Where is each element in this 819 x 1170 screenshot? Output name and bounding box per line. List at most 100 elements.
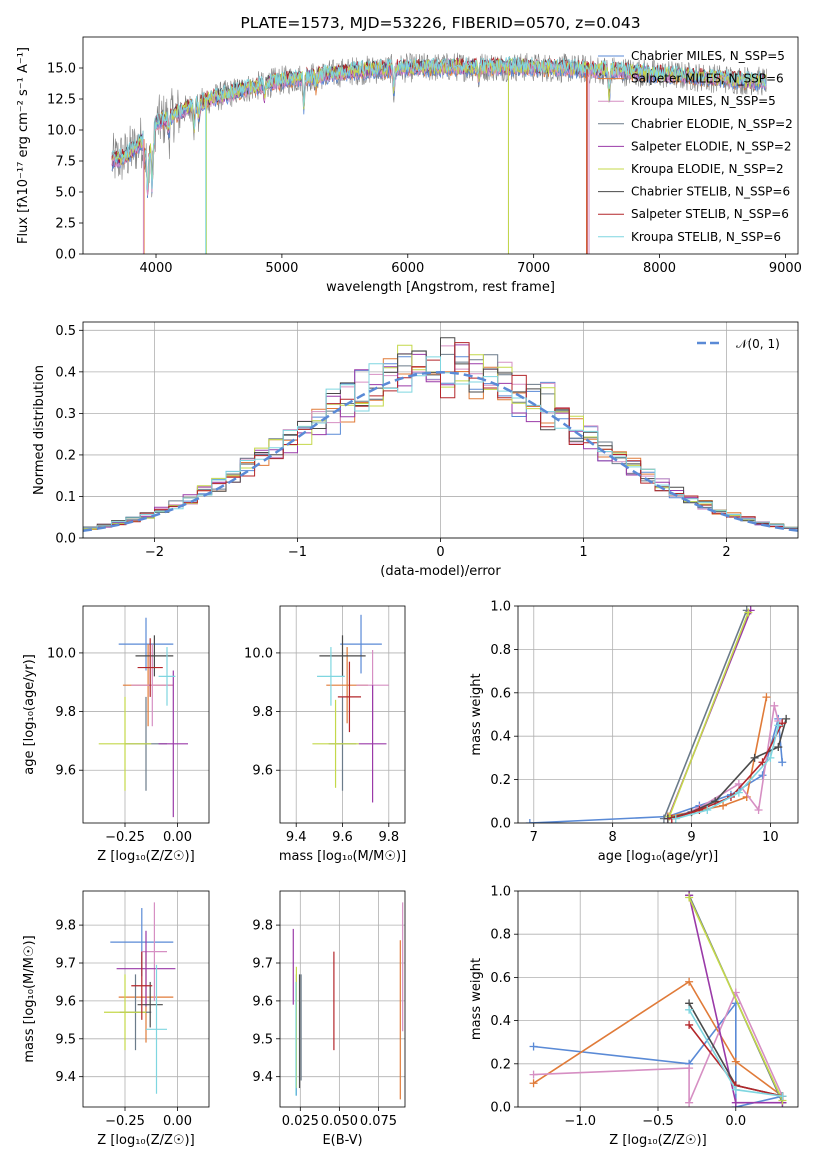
- age_vs_Z-ytick-label: 9.8: [55, 705, 76, 720]
- weight_vs_Z-point-marker: [685, 977, 694, 986]
- legend-entry: Salpeter ELODIE, N_SSP=2: [631, 139, 792, 153]
- age_vs_Z-ytick-label: 9.6: [55, 764, 76, 779]
- residuals-ytick-label: 0.5: [55, 324, 76, 339]
- weight_vs_age-point-marker: [750, 753, 759, 762]
- chart-title: PLATE=1573, MJD=53226, FIBERID=0570, z=0…: [240, 14, 640, 32]
- spectrum-plot-area: [111, 52, 767, 254]
- mass_vs_EBV-plot-area: [292, 902, 404, 1100]
- residuals-xtick-label: −2: [145, 545, 164, 560]
- weight_vs_age-xlabel: age [log₁₀(age/yr)]: [598, 849, 719, 864]
- legend-entry: 𝒩(0, 1): [736, 337, 780, 351]
- weight_vs_Z-point-marker: [731, 1098, 740, 1107]
- mass_vs_Z-xlabel: Z [log₁₀(Z/Z☉)]: [97, 1133, 194, 1148]
- age_vs_Z-xtick-label: 0.00: [163, 830, 192, 845]
- weight_vs_Z-point-marker: [685, 893, 694, 902]
- spectrum-xtick-label: 6000: [391, 261, 424, 276]
- mass_vs_EBV-ytick-label: 9.4: [252, 1070, 273, 1085]
- mass_vs_EBV-axes: 0.025 0.050 0.075 9.4 9.5 9.6 9.7 9.8 E(B-V): [252, 891, 405, 1148]
- legend-entry: Salpeter MILES, N_SSP=6: [631, 72, 784, 86]
- weight_vs_age-point-marker: [754, 805, 763, 814]
- weight_vs_age-point-marker: [770, 701, 779, 710]
- weight_vs_Z-series-line: [533, 980, 783, 1097]
- model-spectrum-line: [111, 56, 767, 190]
- mass_vs_EBV-ytick-label: 9.8: [252, 919, 273, 934]
- weight_vs_age-point-marker: [778, 758, 787, 767]
- legend-entry: Chabrier STELIB, N_SSP=6: [631, 185, 790, 199]
- legend-entry: Kroupa ELODIE, N_SSP=2: [631, 162, 784, 176]
- residuals-ytick-label: 0.1: [55, 490, 76, 505]
- residuals-frame: [82, 321, 799, 539]
- age_vs_Z-ylabel: age [log₁₀(age/yr)]: [22, 654, 37, 775]
- weight_vs_Z-xlabel: Z [log₁₀(Z/Z☉)]: [609, 1133, 706, 1148]
- weight_vs_age-ytick-label: 1.0: [490, 600, 511, 615]
- weight_vs_age-ytick-label: 0.0: [490, 817, 511, 832]
- weight_vs_age-point-marker: [774, 743, 783, 752]
- weight_vs_age-plot-area: [525, 606, 791, 823]
- residuals-xtick-label: 2: [722, 545, 730, 560]
- weight_vs_age-point-marker: [744, 608, 753, 617]
- weight_vs_Z-series-line: [688, 897, 784, 1101]
- age_vs_mass-xtick-label: 9.6: [332, 830, 353, 845]
- weight_vs_Z-point-marker: [685, 1005, 694, 1014]
- weight_vs_age-point-marker: [734, 788, 743, 797]
- weight_vs_age-point-marker: [766, 753, 775, 762]
- weight_vs_age-xtick-label: 9: [687, 830, 695, 845]
- spectrum-xtick-label: 7000: [517, 261, 550, 276]
- weight_vs_age-ylabel: mass weight: [469, 673, 484, 755]
- age_vs_mass-xtick-label: 9.4: [286, 830, 307, 845]
- residuals-xtick-label: −1: [288, 545, 307, 560]
- weight_vs_age-point-marker: [762, 693, 771, 702]
- weight_vs_Z-ytick-label: 0.2: [490, 1057, 511, 1072]
- age_vs_mass-xlabel: mass [log₁₀(M/M☉)]: [279, 849, 406, 864]
- weight_vs_age-ytick-label: 0.2: [490, 773, 511, 788]
- residuals-ylabel: Normed distribution: [32, 365, 47, 495]
- residuals-ytick-label: 0.2: [55, 448, 76, 463]
- legend-entry: Chabrier MILES, N_SSP=5: [631, 49, 785, 63]
- spectrum-xtick-label: 8000: [643, 261, 676, 276]
- mass_vs_Z-xtick-label: −0.25: [105, 1114, 145, 1129]
- weight_vs_Z-point-marker: [529, 1042, 538, 1051]
- weight_vs_age-point-marker: [703, 805, 712, 814]
- weight_vs_Z-ytick-label: 0.8: [490, 928, 511, 943]
- age_vs_Z-plot-area: [98, 617, 188, 818]
- weight_vs_age-series-line: [663, 610, 748, 819]
- normal-distribution-curve: [83, 371, 798, 532]
- weight_vs_Z-point-marker: [685, 1098, 694, 1107]
- mass_vs_EBV-ytick-label: 9.7: [252, 957, 273, 972]
- mass_vs_EBV-frame: [279, 890, 406, 1108]
- age_vs_mass-frame: [279, 605, 406, 824]
- weight_vs_age-point-marker: [782, 714, 791, 723]
- mass_vs_Z-plot-area: [104, 902, 176, 1094]
- weight_vs_age-point-marker: [719, 801, 728, 810]
- residuals-ytick-label: 0.0: [55, 532, 76, 547]
- weight_vs_Z-point-marker: [529, 1079, 538, 1088]
- mass_vs_Z-frame: [82, 890, 210, 1108]
- legend-entry: Salpeter STELIB, N_SSP=6: [631, 207, 789, 221]
- weight_vs_age-point-marker: [774, 721, 783, 730]
- weight_vs_age-ytick-label: 0.6: [490, 686, 511, 701]
- age_vs_Z-axes: −0.25 0.00 9.6 9.8 10.0 Z [log₁₀(Z/Z☉)] age [l…: [22, 606, 209, 864]
- age_vs_mass-xtick-label: 9.8: [378, 830, 399, 845]
- weight_vs_age-frame: [517, 605, 799, 824]
- weight_vs_age-point-marker: [525, 819, 534, 823]
- residuals-ytick-label: 0.3: [55, 407, 76, 422]
- weight_vs_Z-ytick-label: 0.4: [490, 1014, 511, 1029]
- spectrum-xtick-label: 5000: [265, 261, 298, 276]
- residuals-plot-area: [83, 337, 798, 538]
- weight_vs_age-ytick-label: 0.4: [490, 730, 511, 745]
- weight_vs_age-point-marker: [671, 814, 680, 823]
- mass_vs_Z-ytick-label: 9.4: [55, 1070, 76, 1085]
- spectrum-ylabel: Flux [fλ10⁻¹⁷ erg cm⁻² s⁻¹ A⁻¹]: [16, 47, 31, 244]
- age_vs_Z-ytick-label: 10.0: [47, 646, 76, 661]
- mass_vs_Z-ylabel: mass [log₁₀(M/M☉)]: [22, 935, 37, 1062]
- weight_vs_Z-ytick-label: 1.0: [490, 885, 511, 900]
- weight_vs_Z-point-marker: [529, 1070, 538, 1079]
- weight_vs_Z-point-marker: [731, 1085, 740, 1094]
- mass_vs_EBV-xtick-label: 0.025: [282, 1114, 319, 1129]
- mass_vs_Z-ytick-label: 9.6: [55, 994, 76, 1009]
- age_vs_mass-plot-area: [312, 614, 389, 803]
- age_vs_Z-frame: [82, 605, 210, 824]
- weight_vs_Z-point-marker: [778, 1092, 787, 1101]
- weight_vs_Z-point-marker: [685, 1064, 694, 1073]
- spectrum-ytick-label: 5.0: [55, 186, 76, 201]
